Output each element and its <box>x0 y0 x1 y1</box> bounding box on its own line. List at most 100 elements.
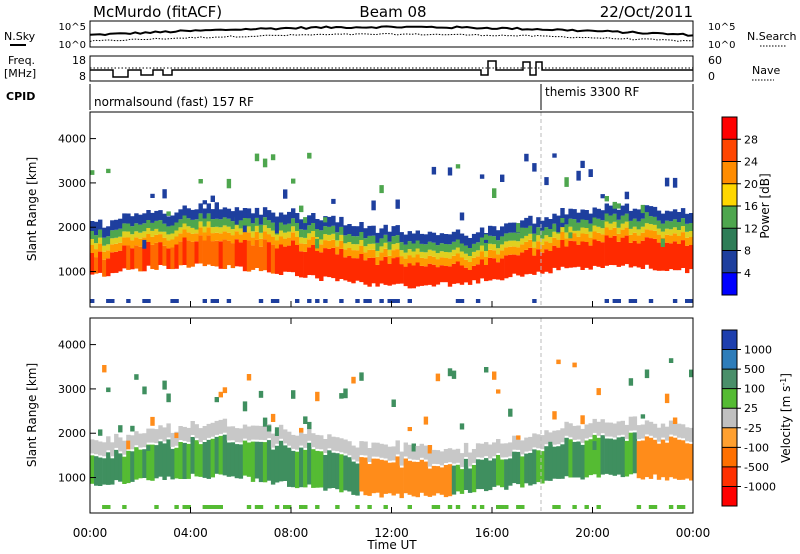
scatter-cell <box>664 220 670 229</box>
scatter-cell <box>399 467 404 499</box>
scatter-cell <box>431 256 437 265</box>
scatter-cell <box>383 256 388 285</box>
scatter-cell <box>616 203 621 209</box>
scatter-cell <box>351 226 356 237</box>
scatter-cell <box>556 359 561 365</box>
scatter-cell <box>174 505 179 509</box>
scatter-cell <box>138 433 143 448</box>
scatter-cell <box>154 445 159 479</box>
scatter-cell <box>616 299 621 303</box>
scatter-cell <box>355 463 360 496</box>
scatter-cell <box>580 241 585 270</box>
scatter-cell <box>278 212 284 223</box>
scatter-cell <box>431 449 437 464</box>
scatter-cell <box>624 203 630 214</box>
scatter-cell <box>604 203 609 214</box>
scatter-cell <box>146 299 151 303</box>
scatter-cell <box>319 435 324 450</box>
scatter-cell <box>278 236 284 245</box>
scatter-cell <box>94 257 99 274</box>
scatter-cell <box>162 223 167 232</box>
scatter-cell <box>660 423 666 438</box>
scatter-cell <box>467 262 473 270</box>
scatter-cell <box>262 158 268 168</box>
scatter-cell <box>459 469 465 494</box>
scatter-cell <box>278 244 284 275</box>
scatter-cell <box>303 505 308 509</box>
scatter-cell <box>463 245 469 254</box>
scatter-cell <box>266 220 272 229</box>
scatter-cell <box>644 420 650 435</box>
scatter-cell <box>130 451 135 482</box>
scatter-cell <box>359 372 364 381</box>
scatter-cell <box>226 240 232 266</box>
scatter-cell <box>403 258 408 267</box>
scatter-cell <box>391 399 396 407</box>
scatter-cell <box>122 245 127 269</box>
scatter-cell <box>512 240 517 247</box>
x-tick-label: 00:00 <box>676 526 711 540</box>
scatter-cell <box>351 258 356 284</box>
scatter-cell <box>307 426 312 441</box>
scatter-cell <box>106 258 111 277</box>
scatter-cell <box>664 426 670 441</box>
scatter-cell <box>222 225 228 232</box>
scatter-cell <box>214 208 219 219</box>
scatter-cell <box>644 223 650 230</box>
scatter-cell <box>508 246 513 255</box>
scatter-cell <box>134 223 139 232</box>
scatter-cell <box>636 209 642 219</box>
scatter-cell <box>528 239 533 248</box>
colorbar-block <box>722 183 737 207</box>
scatter-cell <box>202 240 207 267</box>
scatter-cell <box>126 450 131 484</box>
scatter-cell <box>102 227 107 238</box>
scatter-cell <box>616 209 621 220</box>
scatter-cell <box>218 233 223 242</box>
scatter-cell <box>375 242 380 251</box>
scatter-cell <box>379 443 384 458</box>
scatter-cell <box>455 229 461 240</box>
scatter-cell <box>624 424 630 439</box>
scatter-cell <box>299 251 304 278</box>
colorbar-block <box>722 369 737 390</box>
scatter-cell <box>568 218 573 227</box>
scatter-cell <box>339 234 344 241</box>
scatter-cell <box>150 428 155 443</box>
scatter-cell <box>407 460 412 495</box>
power-colorbar-ticks: 28 24 20 16 12 8 4 <box>722 133 758 280</box>
scatter-cell <box>122 440 127 455</box>
scatter-cell <box>351 244 356 251</box>
scatter-cell <box>467 238 473 248</box>
scatter-cell <box>154 429 159 444</box>
scatter-cell <box>343 257 348 281</box>
scatter-cell <box>134 245 139 269</box>
scatter-cell <box>492 458 497 487</box>
scatter-cell <box>295 213 300 223</box>
scatter-cell <box>218 435 223 475</box>
scatter-cell <box>672 299 678 303</box>
scatter-cell <box>375 256 380 265</box>
scatter-cell <box>287 211 292 221</box>
scatter-cell <box>689 299 694 303</box>
scatter-cell <box>596 209 601 216</box>
scatter-cell <box>295 237 300 245</box>
scatter-cell <box>435 253 441 260</box>
scatter-cell <box>98 441 103 456</box>
scatter-cell <box>102 259 107 277</box>
scatter-cell <box>178 219 183 228</box>
scatter-cell <box>387 446 392 461</box>
scatter-cell <box>548 219 553 229</box>
scatter-cell <box>447 448 453 463</box>
scatter-cell <box>122 237 127 246</box>
scatter-cell <box>274 234 280 241</box>
scatter-cell <box>520 456 525 488</box>
scatter-cell <box>652 505 658 509</box>
scatter-cell <box>274 248 280 274</box>
colorbar-tick-label: 12 <box>744 222 758 235</box>
scatter-cell <box>475 459 481 490</box>
scatter-cell <box>447 244 453 253</box>
scatter-cell <box>130 240 135 249</box>
scatter-cell <box>552 213 557 224</box>
colorbar-block <box>722 117 737 140</box>
